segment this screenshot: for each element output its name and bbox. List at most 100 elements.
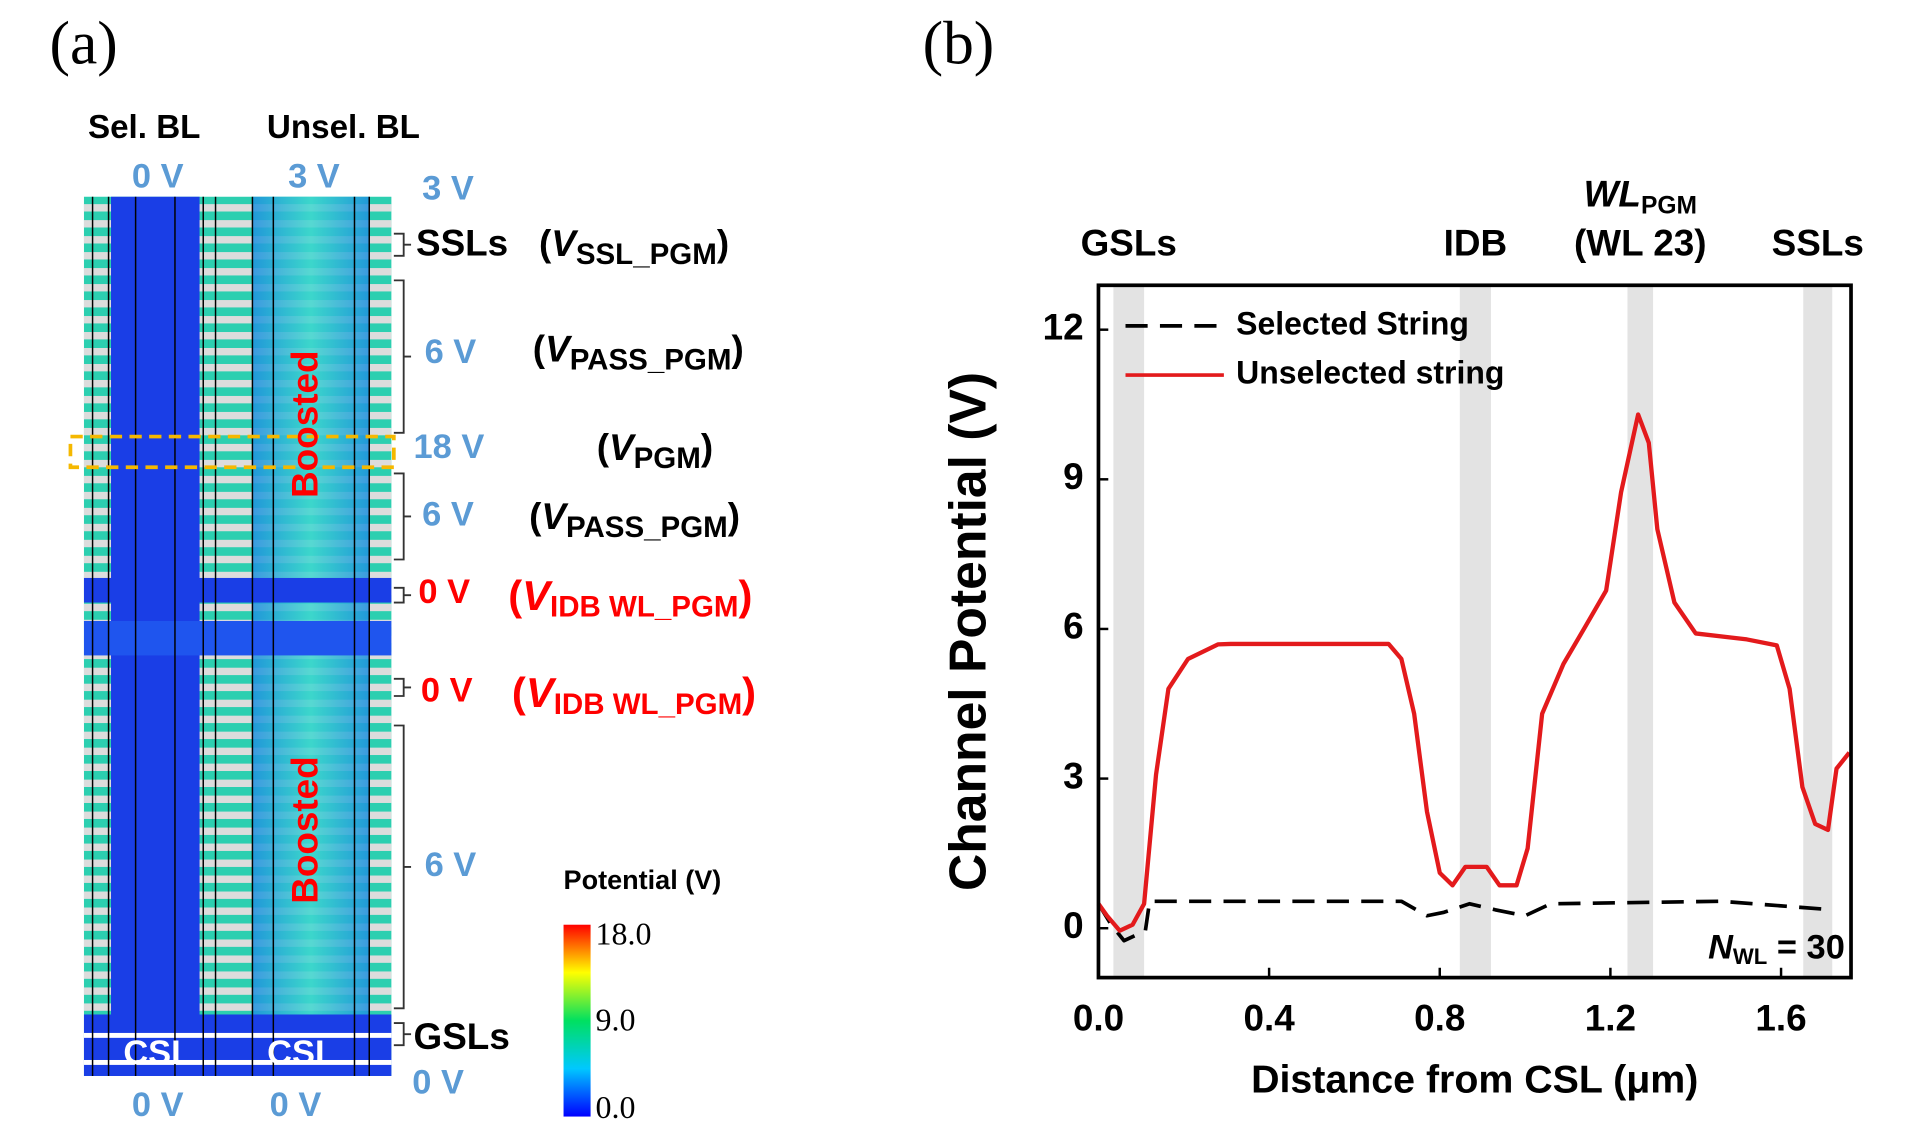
colorbar-title: Potential (V): [564, 865, 722, 895]
region-label-sub: PGM: [1641, 192, 1697, 219]
voltage: 0 V: [412, 1064, 464, 1102]
unsel-channel: [252, 196, 370, 1015]
word-line: [83, 859, 392, 867]
y-tick-label: 9: [1063, 456, 1084, 497]
voltage: 0 V: [132, 1086, 184, 1124]
colorbar-tick: 18.0: [596, 916, 652, 951]
idb-band: [83, 577, 392, 603]
shaded-region: [1459, 285, 1491, 978]
series-line: [1096, 412, 1851, 933]
word-line: [83, 459, 392, 468]
line-label: GSLs: [414, 1016, 510, 1057]
voltage: 6 V: [425, 846, 477, 884]
word-line: [83, 300, 392, 308]
word-line: [83, 411, 392, 420]
voltage: 0 V: [421, 671, 473, 709]
plot-frame: [1096, 283, 1853, 980]
formula: (VSSL_PGM): [539, 223, 729, 271]
word-line: [83, 252, 392, 260]
pgm-box: [68, 434, 396, 470]
annotation: NWL = 30: [1708, 928, 1845, 968]
region-label: (WL 23): [1574, 223, 1706, 264]
word-line: [83, 699, 392, 708]
formula: (VIDB WL_PGM): [508, 572, 752, 624]
word-line: [83, 268, 392, 276]
y-tick-label: 6: [1063, 606, 1084, 647]
shaded-region: [1803, 285, 1833, 978]
word-line: [83, 955, 392, 963]
x-tick-label: 1.2: [1585, 997, 1636, 1038]
legend-label: Unselected string: [1236, 354, 1504, 390]
word-line: [83, 747, 392, 756]
word-line: [83, 316, 392, 324]
region-label: IDB: [1444, 223, 1508, 264]
word-line: [83, 427, 392, 436]
word-line: [83, 987, 392, 995]
idb-band: [83, 620, 392, 656]
word-line: [83, 795, 392, 803]
bracket: [393, 586, 412, 604]
formula: (VPGM): [597, 427, 713, 475]
word-line: [83, 379, 392, 388]
y-tick-label: 3: [1063, 755, 1084, 796]
boosted-label: Boosted: [285, 756, 326, 904]
word-line: [83, 363, 392, 372]
word-line: [83, 891, 392, 899]
y-tick-label: 12: [1043, 306, 1084, 347]
bracket: [393, 724, 412, 1010]
word-line: [83, 348, 392, 356]
panel-label: (b): [923, 9, 995, 77]
x-tick-label: 1.6: [1755, 997, 1806, 1038]
formula: (VPASS_PGM): [529, 496, 740, 544]
annotation-sub: WL: [1733, 944, 1767, 969]
region-label: GSLs: [1081, 223, 1177, 264]
voltage: 0 V: [132, 157, 184, 195]
word-line: [83, 523, 392, 532]
word-line: [83, 204, 392, 212]
series-line: [1096, 899, 1833, 943]
word-line: [83, 475, 392, 484]
formula: (VPASS_PGM): [533, 328, 744, 376]
shaded-region: [1113, 285, 1145, 978]
word-line: [83, 843, 392, 851]
x-axis-label: Distance from CSL (μm): [1251, 1058, 1698, 1102]
word-line: [83, 603, 392, 612]
word-line: [83, 491, 392, 500]
word-line: [83, 683, 392, 692]
word-line: [83, 827, 392, 835]
csl-label: CSL: [267, 1034, 336, 1072]
x-tick-label: 0.8: [1414, 997, 1465, 1038]
legend-label: Selected String: [1236, 305, 1469, 341]
word-line: [83, 395, 392, 404]
word-line: [83, 507, 392, 516]
voltage: 6 V: [422, 496, 474, 534]
word-line: [83, 332, 392, 340]
voltage: 0 V: [418, 573, 470, 611]
word-line: [83, 715, 392, 724]
word-line: [83, 555, 392, 564]
bracket: [393, 677, 412, 697]
word-line: [83, 779, 392, 787]
voltage: 6 V: [425, 333, 477, 371]
line-label: SSLs: [416, 223, 508, 264]
column-label: Unsel. BL: [267, 109, 420, 146]
x-tick-label: 0.4: [1243, 997, 1295, 1038]
x-tick-label: 0.0: [1073, 997, 1124, 1038]
word-line: [83, 571, 392, 580]
word-line: [83, 923, 392, 931]
bracket: [393, 232, 412, 257]
bracket: [393, 472, 412, 561]
voltage: 3 V: [288, 157, 340, 195]
voltage: 18 V: [414, 428, 485, 466]
colorbar-tick: 0.0: [596, 1090, 636, 1125]
region-label-main: WL: [1584, 173, 1641, 214]
boosted-label: Boosted: [285, 350, 326, 498]
word-line: [83, 220, 392, 228]
word-line: [83, 731, 392, 740]
column-label: Sel. BL: [88, 109, 200, 146]
panel-label: (a): [50, 9, 118, 77]
word-line: [83, 763, 392, 772]
word-line: [83, 971, 392, 979]
